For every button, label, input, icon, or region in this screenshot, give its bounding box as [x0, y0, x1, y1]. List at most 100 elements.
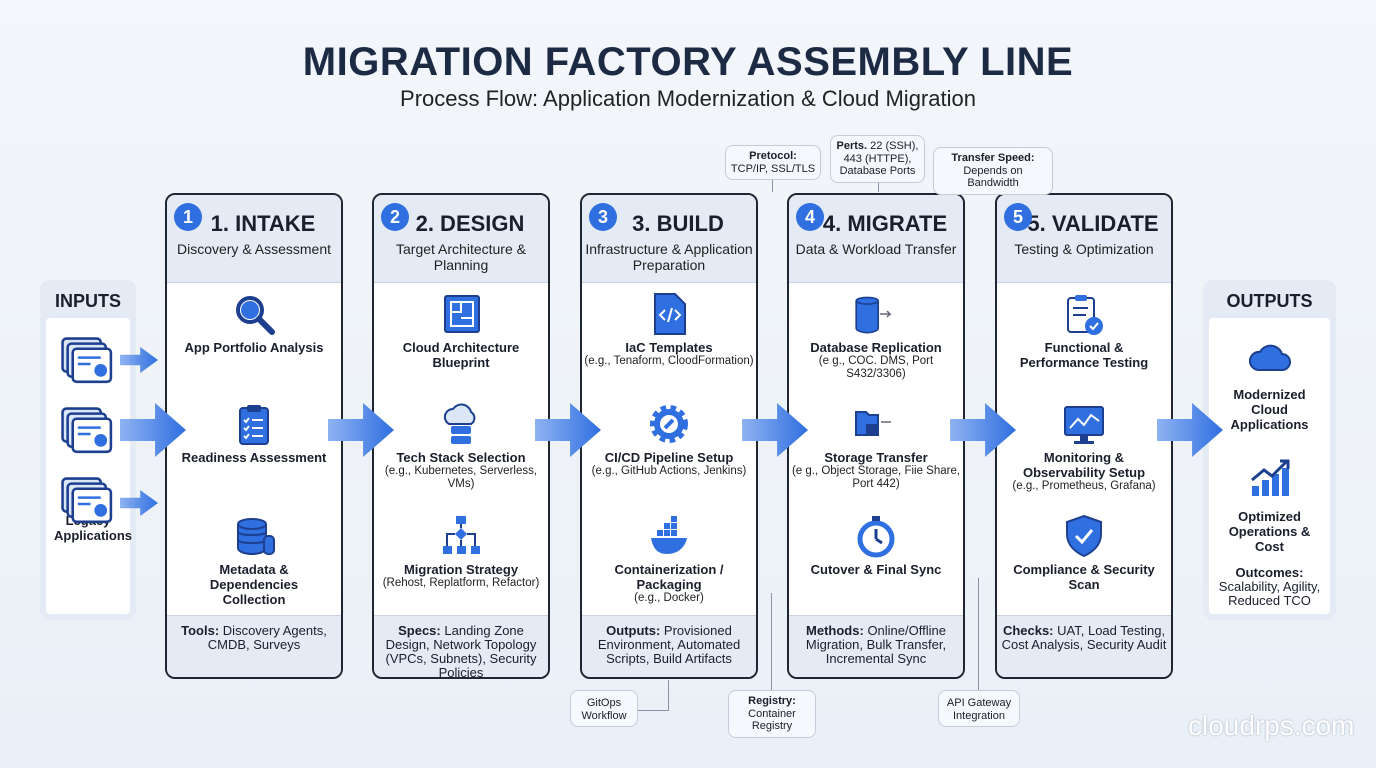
document-stack-icon [60, 336, 116, 397]
callout-registry: Registry: Container Registry [728, 690, 816, 738]
footer-key: Outputs: [606, 623, 661, 638]
inputs-panel: INPUTS Legacy Applications [40, 280, 136, 620]
step-number-badge: 1 [174, 203, 202, 231]
callout-text: API Gateway Integration [946, 697, 1012, 722]
flow-arrow-icon [328, 403, 394, 457]
item-label: Database Replication [810, 340, 942, 355]
stage-item: IaC Templates (e.g., Tenaform, CloodForm… [582, 292, 756, 368]
item-detail: (e.g., Kubernetes, Serverless, VMs) [384, 465, 538, 490]
callout-text: 22 (SSH), 443 (HTTPE), Database Ports [839, 140, 919, 177]
stage-title: 3. BUILD [632, 211, 724, 236]
document-stack-icon [60, 476, 116, 537]
footer-text: Discovery Agents, CMDB, Surveys [207, 623, 327, 652]
database-transfer-icon [854, 292, 898, 336]
item-label: Cloud Architecture Blueprint [402, 340, 520, 370]
stage-item: Migration Strategy (Rehost, Replatform, … [374, 514, 548, 590]
item-detail: (e.g., Docker) [634, 592, 704, 604]
stage-4: 4 4. MIGRATE Data & Workload Transfer Da… [787, 193, 965, 679]
cloud-icon [1248, 334, 1292, 383]
output-item: Modernized Cloud Applications [1209, 334, 1330, 432]
clipboard-check-icon [1062, 292, 1106, 336]
callout-key: Registry: [748, 695, 796, 707]
stage-5: 5 5. VALIDATE Testing & Optimization Fun… [995, 193, 1173, 679]
item-label: Cutover & Final Sync [810, 562, 942, 577]
output-item: Optimized Operations & Cost [1209, 456, 1330, 554]
stage-item: CI/CD Pipeline Setup (e.g., GitHub Actio… [582, 402, 756, 478]
watermark: cloudrps.com [1188, 710, 1355, 741]
stage-item: Compliance & Security Scan [997, 514, 1171, 592]
callout-ports: Perts. 22 (SSH), 443 (HTTPE), Database P… [830, 135, 925, 183]
flow-arrow-icon [120, 403, 186, 457]
callout-key: Transfer Speed: [951, 152, 1035, 164]
callout-gitops: GitOps Workflow [570, 690, 638, 727]
callout-transfer-speed: Transfer Speed: Depends on Bandwidth [933, 147, 1053, 195]
step-number-badge: 5 [1004, 203, 1032, 231]
callout-protocol: Pretocol: TCP/IP, SSL/TLS [725, 145, 821, 180]
callout-api-gateway: API Gateway Integration [938, 690, 1020, 727]
footer-key: Checks: [1002, 623, 1054, 638]
code-file-icon [647, 292, 691, 336]
item-label: Functional & Performance Testing [1019, 340, 1149, 370]
callout-text: TCP/IP, SSL/TLS [730, 162, 816, 175]
stage-2: 2 2. DESIGN Target Architecture & Planni… [372, 193, 550, 679]
item-detail: (e g., Object Storage, Fiie Share, Port … [791, 465, 961, 490]
item-label: Compliance & Security Scan [1013, 562, 1155, 592]
clipboard-checklist-icon [232, 402, 276, 446]
stage-item: Storage Transfer (e g., Object Storage, … [789, 402, 963, 491]
connector-line [771, 593, 772, 690]
item-detail: (Rehost, Replatform, Refactor) [382, 577, 540, 589]
connector-line [878, 180, 879, 192]
footer-text: Online/Offline Migration, Bulk Transfer,… [805, 623, 947, 666]
stage-item: Cutover & Final Sync [789, 514, 963, 577]
stage-subtitle: Infrastructure & Application Preparation [585, 241, 753, 273]
flow-arrow-icon [120, 490, 158, 516]
stopwatch-icon [854, 514, 898, 558]
flowchart-icon [439, 514, 483, 558]
callout-key: Pretocol: [749, 150, 797, 162]
flow-arrow-icon [1157, 403, 1223, 457]
item-label: IaC Templates [625, 340, 713, 355]
stage-subtitle: Discovery & Assessment [176, 241, 332, 257]
item-label: Migration Strategy [403, 562, 519, 577]
magnifier-icon [232, 292, 276, 336]
stage-header: 5 5. VALIDATE Testing & Optimization [997, 195, 1171, 283]
growth-chart-icon [1248, 456, 1292, 505]
database-icon [232, 514, 276, 558]
item-label: Storage Transfer [824, 450, 928, 465]
item-detail: (e.g., GitHub Actions, Jenkins) [591, 465, 747, 477]
item-detail: (e g., COC. DMS, Port S432/3306) [818, 355, 934, 380]
stage-footer: Checks: UAT, Load Testing, Cost Analysis… [997, 615, 1171, 677]
shield-check-icon [1062, 514, 1106, 558]
stage-footer: Methods: Online/Offline Migration, Bulk … [789, 615, 963, 677]
footer-key: Tools: [181, 623, 220, 638]
flow-arrow-icon [120, 347, 158, 373]
footer-key: Methods: [806, 623, 864, 638]
item-detail: (e.g., Tenaform, CloodFormation) [584, 355, 754, 367]
inputs-body: Legacy Applications [46, 318, 132, 614]
stage-item: Cloud Architecture Blueprint [374, 292, 548, 370]
footer-key: Specs: [398, 623, 441, 638]
stage-title: 5. VALIDATE [1027, 211, 1159, 236]
item-label: CI/CD Pipeline Setup [604, 450, 734, 465]
stage-title: 1. INTAKE [210, 211, 316, 236]
stage-item: App Portfolio Analysis [167, 292, 341, 355]
item-label: Containerization / Packaging [614, 562, 724, 592]
stage-title: 2. DESIGN [415, 211, 525, 236]
page-title: MIGRATION FACTORY ASSEMBLY LINE [302, 40, 1074, 84]
stage-header: 2 2. DESIGN Target Architecture & Planni… [374, 195, 548, 283]
stage-item: Functional & Performance Testing [997, 292, 1171, 370]
flow-arrow-icon [742, 403, 808, 457]
stage-title: 4. MIGRATE [822, 211, 948, 236]
cloud-server-icon [439, 402, 483, 446]
outputs-footer: Outcomes: Scalability, Agility, Reduced … [1203, 558, 1336, 620]
outputs-footer-key: Outcomes: [1235, 565, 1304, 580]
stage-item: Metadata & Dependencies Collection [167, 514, 341, 607]
stage-footer: Specs: Landing Zone Design, Network Topo… [374, 615, 548, 677]
callout-text: Depends on Bandwidth [963, 164, 1023, 190]
stage-1: 1 1. INTAKE Discovery & Assessment App P… [165, 193, 343, 679]
stage-subtitle: Target Architecture & Planning [396, 241, 526, 273]
docker-whale-icon [647, 514, 691, 558]
item-label: Monitoring & Observability Setup [1022, 450, 1146, 480]
callout-text: GitOps Workflow [581, 697, 627, 722]
blueprint-icon [439, 292, 483, 336]
